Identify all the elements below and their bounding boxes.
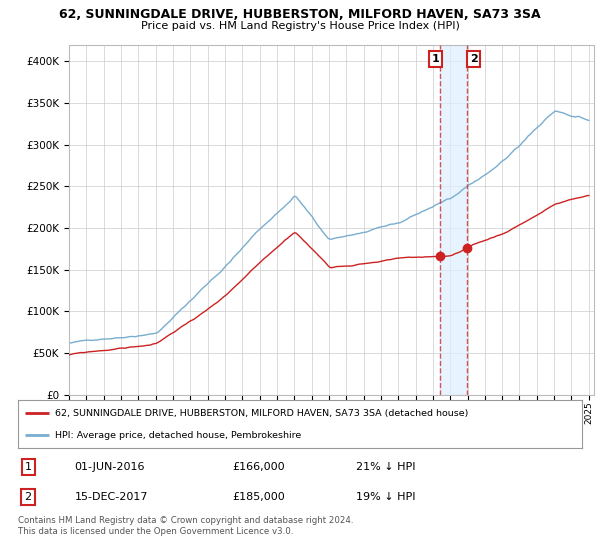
Text: 15-DEC-2017: 15-DEC-2017 — [74, 492, 148, 502]
Text: Price paid vs. HM Land Registry's House Price Index (HPI): Price paid vs. HM Land Registry's House … — [140, 21, 460, 31]
Bar — [440, 45, 467, 395]
Text: £185,000: £185,000 — [232, 492, 285, 502]
Text: HPI: Average price, detached house, Pembrokeshire: HPI: Average price, detached house, Pemb… — [55, 431, 301, 440]
Text: Contains HM Land Registry data © Crown copyright and database right 2024.
This d: Contains HM Land Registry data © Crown c… — [18, 516, 353, 536]
Text: 62, SUNNINGDALE DRIVE, HUBBERSTON, MILFORD HAVEN, SA73 3SA (detached house): 62, SUNNINGDALE DRIVE, HUBBERSTON, MILFO… — [55, 409, 468, 418]
Text: 1: 1 — [25, 462, 32, 472]
Text: 01-JUN-2016: 01-JUN-2016 — [74, 462, 145, 472]
Text: 1: 1 — [432, 54, 440, 64]
Text: 2: 2 — [25, 492, 32, 502]
Text: £166,000: £166,000 — [232, 462, 285, 472]
Text: 2: 2 — [470, 54, 478, 64]
Text: 62, SUNNINGDALE DRIVE, HUBBERSTON, MILFORD HAVEN, SA73 3SA: 62, SUNNINGDALE DRIVE, HUBBERSTON, MILFO… — [59, 8, 541, 21]
Text: 21% ↓ HPI: 21% ↓ HPI — [356, 462, 416, 472]
Text: 19% ↓ HPI: 19% ↓ HPI — [356, 492, 416, 502]
